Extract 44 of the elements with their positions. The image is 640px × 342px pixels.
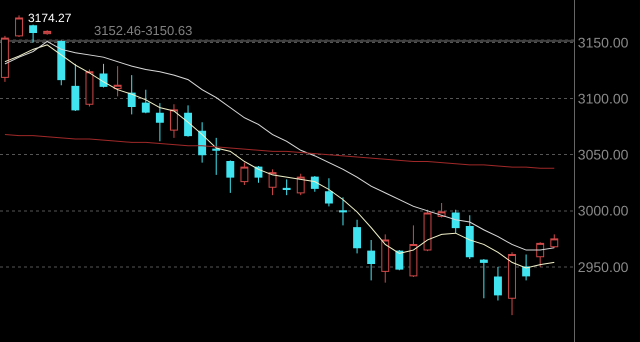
y-tick-label: 2950.00 — [578, 258, 629, 275]
candlestick — [466, 214, 474, 260]
candlestick — [226, 160, 234, 194]
candlestick — [198, 122, 206, 164]
candlestick — [395, 250, 404, 271]
candlestick — [480, 258, 488, 299]
candlestick — [324, 178, 333, 207]
candlestick — [212, 137, 220, 176]
candlestick — [100, 63, 108, 88]
candlestick — [339, 196, 347, 226]
candlestick — [71, 63, 80, 112]
candlestick — [550, 234, 558, 248]
candlestick — [15, 14, 23, 38]
y-tick-label: 3150.00 — [578, 34, 629, 51]
candlestick — [29, 24, 38, 44]
candlestick — [424, 209, 432, 252]
candlestick — [85, 69, 94, 108]
y-tick-label: 3100.00 — [578, 90, 629, 107]
candlestick — [508, 252, 516, 316]
candlestick — [494, 266, 502, 302]
candlestick — [114, 66, 122, 97]
candlestick — [353, 219, 362, 254]
candlestick — [522, 254, 530, 281]
y-tick-label: 3000.00 — [578, 202, 629, 219]
candlestick — [268, 168, 277, 196]
candlestick — [367, 239, 376, 281]
candlestick — [452, 209, 460, 234]
y-tick-label: 3050.00 — [578, 146, 629, 163]
candlestick — [128, 74, 136, 115]
candlestick — [536, 242, 544, 268]
candlestick — [409, 224, 418, 278]
candlestick — [254, 165, 262, 184]
candlestick — [170, 104, 178, 138]
candlestick — [142, 89, 150, 114]
candlestick — [282, 178, 291, 196]
candlestick — [184, 104, 192, 138]
line-series — [4, 134, 555, 169]
candlestick — [240, 162, 248, 186]
candlestick — [310, 176, 319, 192]
candlestick — [381, 234, 390, 284]
band-label: 3152.46-3150.63 — [94, 23, 192, 38]
candlestick — [156, 102, 164, 142]
annotation: 3174.27 — [28, 11, 72, 25]
candlestick — [296, 173, 305, 196]
